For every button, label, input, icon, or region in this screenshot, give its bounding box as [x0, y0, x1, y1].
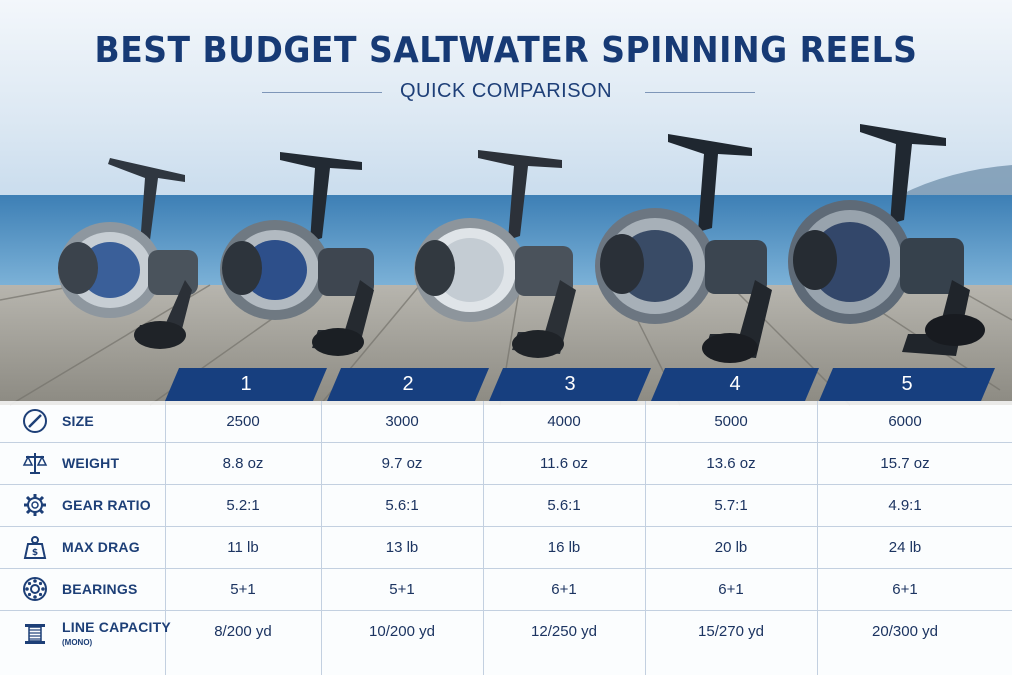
page-subtitle: QUICK COMPARISON — [399, 80, 613, 102]
header: BEST BUDGET SALTWATER SPINNING REELS QUI… — [0, 0, 1012, 110]
reel-3-image — [414, 150, 576, 358]
table-cell: 5.2:1 — [226, 497, 260, 514]
column-divider — [165, 401, 166, 675]
column-header-4: 4 — [651, 368, 819, 401]
table-cell: 5.6:1 — [547, 497, 581, 514]
column-header-1: 1 — [165, 368, 327, 401]
row-label: LINE CAPACITY — [62, 619, 171, 635]
table-row-size: SIZE 2500 3000 4000 5000 6000 — [0, 401, 1012, 443]
table-cell: 8/200 yd — [214, 623, 272, 640]
table-cell: 20/300 yd — [872, 623, 938, 640]
table-row-bearings: BEARINGS 5+1 5+1 6+1 6+1 6+1 — [0, 569, 1012, 611]
table-cell: 10/200 yd — [369, 623, 435, 640]
table-cell: 13 lb — [385, 539, 419, 556]
reel-1-image — [58, 158, 198, 349]
row-label: WEIGHT — [62, 455, 120, 471]
table-cell: 6000 — [888, 413, 922, 430]
row-sublabel: (MONO) — [62, 638, 93, 647]
table-cell: 5.7:1 — [714, 497, 748, 514]
svg-text:$: $ — [32, 548, 38, 558]
table-cell: 20 lb — [714, 539, 748, 556]
spool-icon — [25, 624, 45, 644]
table-cell: 6+1 — [892, 581, 918, 598]
row-label: MAX DRAG — [62, 539, 140, 555]
subtitle-bar: QUICK COMPARISON — [0, 78, 1012, 106]
comparison-table: 1 2 3 4 5 SIZE 2500 3000 4000 5000 6000 … — [0, 368, 1012, 675]
table-row-max-drag: $ MAX DRAG 11 lb 13 lb 16 lb 20 lb 24 lb — [0, 527, 1012, 569]
reel-5-image — [788, 124, 985, 356]
reel-2-image — [220, 152, 374, 356]
column-divider — [321, 401, 322, 675]
subtitle-rule-left — [262, 92, 382, 93]
column-divider — [483, 401, 484, 675]
table-cell: 4000 — [547, 413, 581, 430]
ruler-icon — [23, 409, 47, 433]
column-divider — [817, 401, 818, 675]
table-cell: 15.7 oz — [880, 455, 930, 472]
column-header-2: 2 — [327, 368, 489, 401]
table-cell: 4.9:1 — [888, 497, 922, 514]
table-cell: 13.6 oz — [706, 455, 756, 472]
table-cell: 12/250 yd — [531, 623, 597, 640]
table-cell: 5+1 — [230, 581, 256, 598]
table-cell: 11 lb — [227, 539, 259, 556]
row-label: BEARINGS — [62, 581, 138, 597]
bearing-icon — [23, 577, 47, 601]
table-cell: 16 lb — [547, 539, 581, 556]
row-label: SIZE — [62, 413, 94, 429]
subtitle-rule-right — [645, 92, 755, 93]
table-cell: 15/270 yd — [698, 623, 764, 640]
table-cell: 24 lb — [888, 539, 922, 556]
table-row-line-capacity: LINE CAPACITY (MONO) 8/200 yd 10/200 yd … — [0, 611, 1012, 659]
page-title: BEST BUDGET SALTWATER SPINNING REELS — [94, 28, 918, 71]
gear-icon — [24, 494, 46, 516]
reels-illustration — [58, 124, 985, 363]
weight-icon: $ — [23, 536, 47, 559]
scale-icon — [22, 453, 48, 474]
table-cell: 5+1 — [389, 581, 415, 598]
table-cell: 6+1 — [718, 581, 744, 598]
table-cell: 11.6 oz — [539, 455, 589, 472]
column-header-3: 3 — [489, 368, 651, 401]
table-body: SIZE 2500 3000 4000 5000 6000 WEIGHT 8.8… — [0, 401, 1012, 675]
table-cell: 2500 — [226, 413, 260, 430]
table-row-weight: WEIGHT 8.8 oz 9.7 oz 11.6 oz 13.6 oz 15.… — [0, 443, 1012, 485]
table-cell: 3000 — [385, 413, 419, 430]
table-cell: 5.6:1 — [385, 497, 419, 514]
table-cell: 5000 — [714, 413, 748, 430]
table-row-gear-ratio: GEAR RATIO 5.2:1 5.6:1 5.6:1 5.7:1 4.9:1 — [0, 485, 1012, 527]
reel-4-image — [595, 134, 772, 363]
table-cell: 8.8 oz — [222, 455, 264, 472]
table-cell: 9.7 oz — [381, 455, 423, 472]
table-cell: 6+1 — [551, 581, 577, 598]
column-divider — [645, 401, 646, 675]
column-header-5: 5 — [819, 368, 995, 401]
row-label: GEAR RATIO — [62, 497, 151, 513]
